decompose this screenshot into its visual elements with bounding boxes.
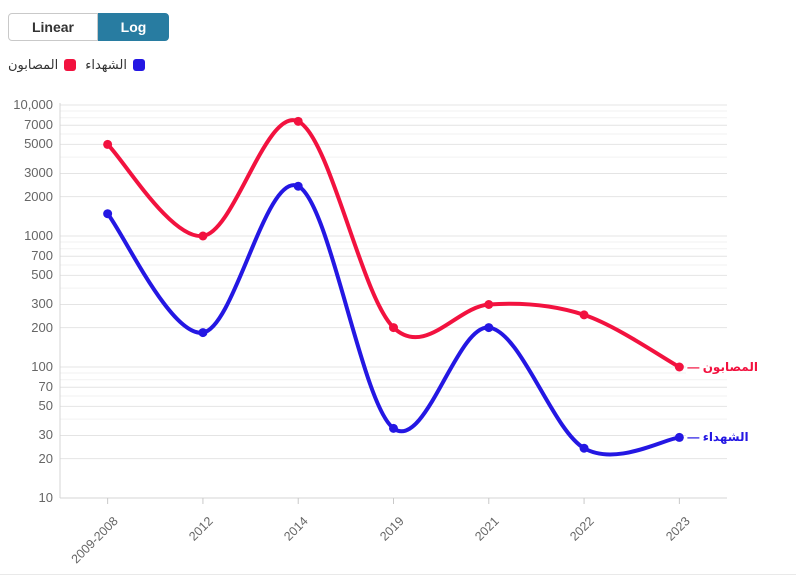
legend: المصابون الشهداء xyxy=(8,57,145,73)
series-marker[interactable] xyxy=(389,423,398,433)
series-marker[interactable] xyxy=(389,323,398,333)
scale-toggle: Linear Log xyxy=(8,13,169,41)
y-axis-label: 500 xyxy=(31,267,53,283)
series-marker[interactable] xyxy=(674,362,684,372)
y-axis-label: 700 xyxy=(31,248,53,264)
y-axis-label: 70 xyxy=(38,379,53,395)
series-marker[interactable] xyxy=(579,443,589,453)
legend-swatch-blue xyxy=(132,59,145,71)
y-axis-label: 200 xyxy=(31,319,53,335)
series-marker[interactable] xyxy=(579,310,589,320)
legend-swatch-red xyxy=(64,59,77,71)
y-axis-label: 50 xyxy=(38,398,53,414)
legend-item-martyrs[interactable]: الشهداء xyxy=(85,57,145,73)
legend-label: المصابون xyxy=(8,57,59,72)
legend-label: الشهداء xyxy=(85,57,127,72)
series-marker[interactable] xyxy=(103,209,113,219)
y-axis-label: 20 xyxy=(38,450,53,466)
linear-button[interactable]: Linear xyxy=(8,13,98,41)
series-marker[interactable] xyxy=(198,231,208,241)
legend-item-injured[interactable]: المصابون xyxy=(8,57,77,73)
series-marker[interactable] xyxy=(484,299,494,309)
series-marker[interactable] xyxy=(103,139,113,149)
y-axis-label: 30 xyxy=(38,427,53,443)
y-axis-label: 7000 xyxy=(24,117,53,133)
y-axis-label: 2000 xyxy=(24,188,53,204)
y-axis-label: 5000 xyxy=(24,136,53,152)
series-marker[interactable] xyxy=(293,181,303,191)
log-button[interactable]: Log xyxy=(98,13,169,41)
y-axis-label: 100 xyxy=(31,359,53,374)
series-end-label: — المصابون xyxy=(686,360,759,375)
y-axis-label: 3000 xyxy=(24,165,53,181)
series-end-label: — الشهداء xyxy=(686,430,750,446)
y-axis-label: 10 xyxy=(38,490,53,505)
y-axis-label: 1000 xyxy=(24,228,53,243)
series-marker[interactable] xyxy=(484,323,494,333)
series-marker[interactable] xyxy=(293,116,303,126)
y-axis-label: 10,000 xyxy=(13,97,53,112)
series-marker[interactable] xyxy=(674,432,684,442)
y-axis-label: 300 xyxy=(31,296,53,312)
series-marker[interactable] xyxy=(198,328,208,338)
